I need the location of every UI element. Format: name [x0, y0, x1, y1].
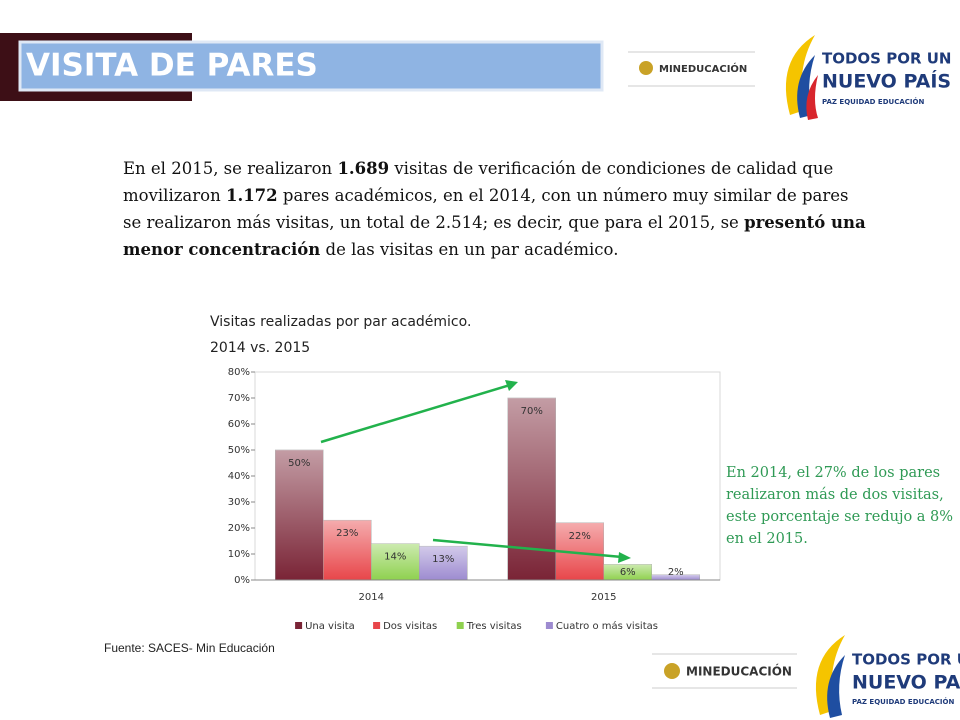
bar-shine: [275, 450, 324, 580]
legend-label: Dos visitas: [383, 621, 437, 632]
text-segment: visitas de verificación de condiciones d…: [123, 159, 834, 205]
brand-text: PAZ EQUIDAD EDUCACIÓN: [822, 97, 924, 106]
y-tick-label: 40%: [228, 471, 250, 482]
text-segment: presentó una menor concentración: [123, 213, 866, 259]
brand-text: NUEVO PAÍS: [822, 70, 951, 93]
brand-mark: [806, 75, 818, 120]
slide-title: VISITA DE PARES: [26, 48, 318, 84]
logo-text: MINEDUCACIÓN: [659, 62, 747, 75]
y-tick-label: 20%: [228, 523, 250, 534]
y-tick-label: 70%: [228, 393, 250, 404]
brand-mark: [815, 635, 845, 715]
chart-title: 2014 vs. 2015: [210, 340, 310, 356]
legend-swatch: [373, 622, 381, 629]
bar-shine: [371, 543, 420, 580]
x-tick-label: 2014: [359, 592, 384, 603]
value-label: 70%: [521, 406, 543, 417]
text-segment: En el 2015, se realizaron: [123, 159, 338, 178]
legend-swatch: [456, 622, 464, 629]
legend-label: Cuatro o más visitas: [556, 620, 658, 632]
plot: 0% 10% 20% 30% 40% 50% 60% 70% 80% 2014 50% 23% 14% 1…: [228, 367, 721, 632]
value-label: 14%: [384, 552, 406, 563]
value-label: 6%: [620, 567, 636, 578]
annotation: En 2014, el 27% de los pares realizaron …: [726, 465, 954, 547]
x-tick-label: 2015: [591, 592, 616, 603]
value-label: 22%: [569, 531, 591, 542]
body-text: En el 2015, se realizaron 1.689 visitas …: [123, 155, 868, 263]
arrow: [320, 383, 511, 444]
brand-text: PAZ EQUIDAD EDUCACIÓN: [852, 697, 954, 706]
header-bar: [18, 40, 604, 92]
text-segment: pares académicos, en el 2014, con un núm…: [123, 186, 849, 232]
logo-seal: [664, 663, 680, 679]
brand-mark: [827, 655, 845, 718]
arrow-head: [505, 380, 518, 391]
arrows: [320, 380, 631, 563]
brand-text: NUEVO PAÍS: [852, 671, 960, 694]
y-tick-label: 10%: [228, 549, 250, 560]
bar-shine: [603, 564, 652, 580]
text-segment: 1.689: [337, 159, 390, 178]
bar-shine: [323, 520, 372, 580]
bar-shine: [507, 398, 556, 580]
legend-label: Una visita: [305, 621, 355, 632]
brand-mark: [785, 35, 815, 115]
brand-text: TODOS POR UN: [822, 50, 951, 68]
arrow-head: [618, 552, 631, 563]
logo-seal: [639, 61, 653, 75]
chart-title: Visitas realizadas por par académico.: [210, 314, 471, 330]
y-tick-label: 80%: [228, 367, 250, 378]
value-label: 2%: [668, 567, 684, 578]
bar-shine: [419, 546, 468, 580]
legend-swatch: [545, 622, 553, 629]
y-tick-label: 30%: [228, 497, 250, 508]
text-segment: 1.172: [225, 186, 278, 205]
value-label: 50%: [288, 458, 310, 469]
value-label: 13%: [432, 554, 454, 565]
bar-shine: [651, 574, 700, 580]
arrow: [432, 538, 623, 559]
logo-text: MINEDUCACIÓN: [686, 664, 792, 679]
y-tick-label: 50%: [228, 445, 250, 456]
y-tick-label: 0%: [234, 575, 250, 586]
legend-swatch: [295, 622, 303, 629]
text-segment: de las visitas en un par académico.: [320, 240, 619, 259]
source: Fuente: SACES- Min Educación: [104, 641, 275, 655]
brand-text: TODOS POR UN: [852, 651, 960, 669]
legend-label: Tres visitas: [466, 621, 522, 632]
y-tick-label: 60%: [228, 419, 250, 430]
brand-mark: [797, 55, 815, 118]
value-label: 23%: [336, 528, 358, 539]
